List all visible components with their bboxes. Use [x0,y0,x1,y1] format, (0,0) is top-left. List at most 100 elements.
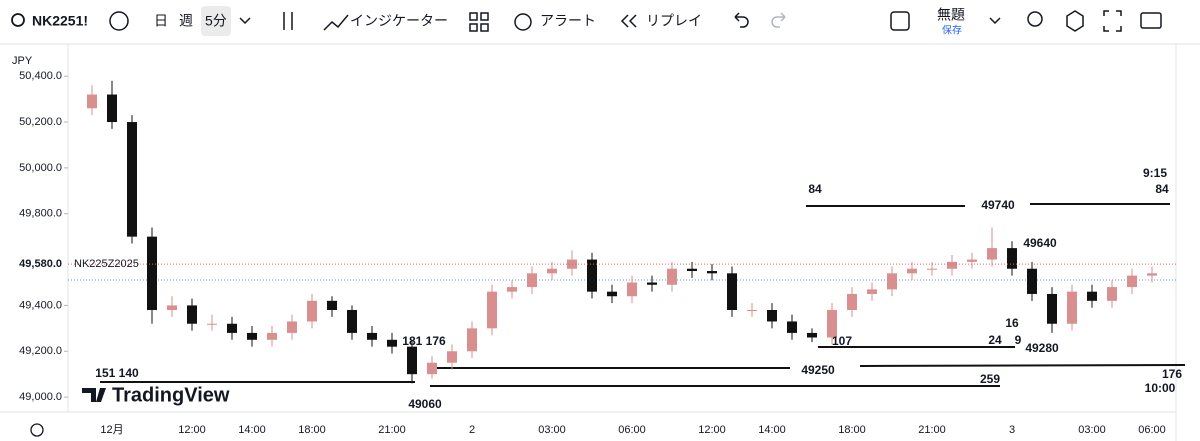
replay-icon[interactable] [620,14,637,28]
dropdown[interactable] [239,17,251,25]
replay[interactable]: リプレイ [646,13,702,29]
annotation: 84 [808,182,822,196]
annotation: 49060 [408,397,442,411]
candle-body [347,309,357,333]
candle-body [927,268,937,270]
candle-body [547,268,557,274]
candle-body [747,309,757,311]
x-tick-label: 21:00 [378,424,406,436]
indicators[interactable]: インジケーター [350,13,448,29]
quick-search[interactable] [1027,11,1043,27]
templates-icon[interactable] [469,12,489,32]
annotation: 176 [1162,367,1182,381]
y-tick-label: 49,800.0 [19,208,62,220]
candle-body [427,362,437,375]
annotation: 151 140 [95,366,139,380]
candle-body [1027,268,1037,294]
annotation: 49740 [981,198,1015,212]
currency: JPY [12,55,33,67]
candle-body [807,332,817,338]
drawings [100,203,1186,387]
candle-body [87,94,97,109]
layout-icon[interactable] [890,11,910,31]
axis-settings[interactable] [30,423,44,437]
alert-icon[interactable] [514,13,532,31]
chart-type-icon[interactable] [283,12,293,30]
candle-body [587,259,597,292]
x-tick-label: 03:00 [538,424,566,436]
y-tick-label: 50,000.0 [19,162,62,174]
candle-body [247,332,257,340]
settings[interactable] [1066,10,1084,32]
layout-name[interactable]: 無題 [937,7,965,23]
candle-body [1067,291,1077,324]
candle-body [1007,248,1017,269]
dropdown[interactable] [989,17,1001,25]
candle-body [507,287,517,292]
candle-body [267,332,277,340]
candle-body [867,289,877,294]
x-tick-label: 18:00 [838,424,866,436]
save[interactable]: 保存 [942,24,962,37]
x-tick-label: 12:00 [178,424,206,436]
candle-body [1047,293,1057,324]
interval-active [201,6,231,36]
candle-body [707,271,717,274]
x-tick-label: 14:00 [238,424,266,436]
candle-body [907,268,917,274]
snapshot[interactable] [1140,12,1162,29]
candle-body [647,282,657,285]
annotation: 9 [1015,333,1022,347]
y-tick-label: 50,400.0 [19,70,62,82]
symbol[interactable]: NK2251! [32,13,88,29]
candle-body [947,261,957,269]
undo[interactable] [734,12,749,28]
add-symbol[interactable] [109,11,129,31]
watermark: TradingView [82,384,230,406]
x-tick-label: 06:00 [618,424,646,436]
x-tick-label: 12:00 [698,424,726,436]
annotation: 24 [988,333,1002,347]
x-tick-label: 2 [469,424,475,436]
candle-body [827,309,837,338]
price-line-name: NK225Z2025 [74,258,139,270]
interval-day[interactable]: 日 [154,13,168,29]
candle-body [987,248,997,260]
candle-body [447,351,457,363]
candle-body [327,300,337,310]
annotation: 16 [1005,316,1019,330]
interval-5m[interactable]: 5分 [205,13,227,29]
candle-body [187,305,197,324]
candle-body [227,323,237,333]
toolbar: NK2251! 日 週 5分 インジケーター アラート リプレイ 無題 保存 [0,6,1200,45]
indicator-icon[interactable] [323,14,349,31]
candle-body [307,300,317,322]
candle-body [287,321,297,333]
redo[interactable] [771,12,786,28]
candle-body [107,94,117,123]
candle-body [787,321,797,333]
annotation: 259 [980,372,1000,386]
y-tick-label: 49,000.0 [19,391,62,403]
interval-week[interactable]: 週 [179,13,193,29]
candle-body [127,122,137,237]
candle-body [887,273,897,290]
search-icon[interactable] [11,13,25,27]
annotation: 49280 [1025,341,1059,355]
candle-body [207,323,217,325]
candle-body [1127,275,1137,288]
candle-body [627,282,637,297]
candle-body [367,332,377,340]
x-tick-label: 3 [1009,424,1015,436]
y-tick-label: 49,200.0 [19,345,62,357]
candle-body [767,309,777,322]
candle-body [1147,273,1157,276]
watermark-text: TradingView [112,384,230,406]
alert[interactable]: アラート [540,13,596,29]
x-tick-label: 21:00 [918,424,946,436]
candle-body [687,268,697,272]
candle-body [167,305,177,310]
fullscreen[interactable] [1103,10,1122,32]
